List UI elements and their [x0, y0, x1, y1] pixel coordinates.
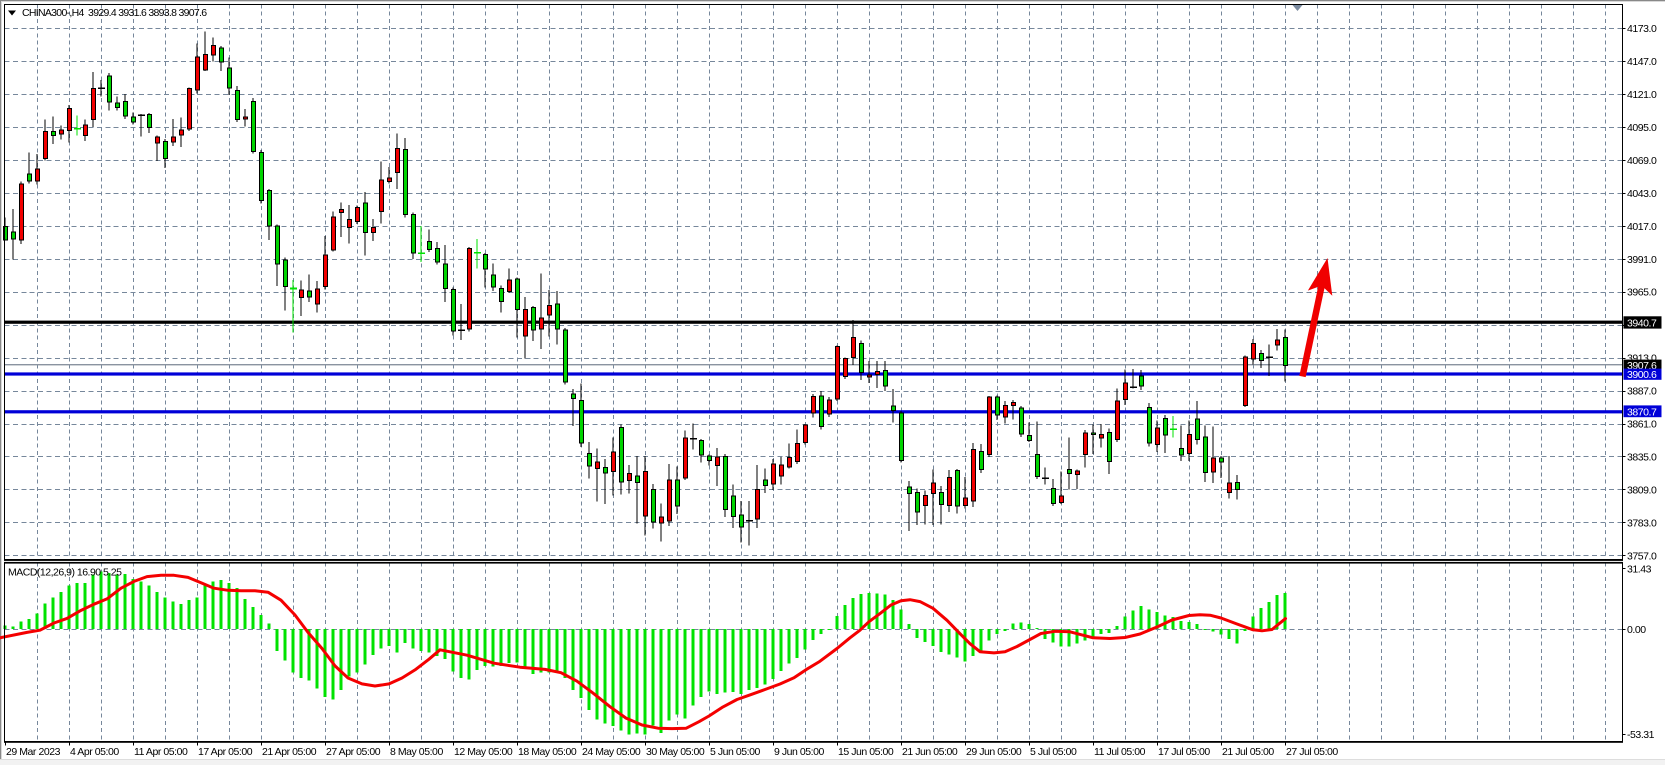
svg-text:9 Jun 05:00: 9 Jun 05:00 — [774, 746, 825, 758]
svg-text:4173.0: 4173.0 — [1627, 23, 1657, 35]
svg-text:31.43: 31.43 — [1627, 564, 1652, 576]
svg-text:30 May 05:00: 30 May 05:00 — [646, 746, 705, 758]
svg-text:27 Jul 05:00: 27 Jul 05:00 — [1286, 746, 1338, 758]
svg-text:3783.0: 3783.0 — [1627, 517, 1657, 529]
svg-text:-53.31: -53.31 — [1627, 729, 1655, 741]
svg-text:3965.0: 3965.0 — [1627, 287, 1657, 299]
svg-text:3900.6: 3900.6 — [1627, 369, 1657, 381]
svg-text:3861.0: 3861.0 — [1627, 419, 1657, 431]
svg-text:4121.0: 4121.0 — [1627, 89, 1657, 101]
svg-text:12 May 05:00: 12 May 05:00 — [454, 746, 513, 758]
svg-text:15 Jun 05:00: 15 Jun 05:00 — [838, 746, 894, 758]
svg-text:17 Apr 05:00: 17 Apr 05:00 — [198, 746, 253, 758]
svg-text:0.00: 0.00 — [1627, 624, 1646, 636]
svg-text:21 Apr 05:00: 21 Apr 05:00 — [262, 746, 317, 758]
svg-text:4 Apr 05:00: 4 Apr 05:00 — [70, 746, 119, 758]
svg-text:5 Jul 05:00: 5 Jul 05:00 — [1030, 746, 1077, 758]
svg-text:4043.0: 4043.0 — [1627, 188, 1657, 200]
svg-text:3887.0: 3887.0 — [1627, 386, 1657, 398]
svg-text:3835.0: 3835.0 — [1627, 452, 1657, 464]
svg-text:4069.0: 4069.0 — [1627, 155, 1657, 167]
svg-text:8 May 05:00: 8 May 05:00 — [390, 746, 443, 758]
svg-text:3870.7: 3870.7 — [1627, 406, 1657, 418]
svg-text:17 Jul 05:00: 17 Jul 05:00 — [1158, 746, 1210, 758]
svg-text:5 Jun 05:00: 5 Jun 05:00 — [710, 746, 761, 758]
svg-text:29 Jun 05:00: 29 Jun 05:00 — [966, 746, 1022, 758]
svg-text:11 Jul 05:00: 11 Jul 05:00 — [1094, 746, 1146, 758]
svg-text:21 Jul 05:00: 21 Jul 05:00 — [1222, 746, 1274, 758]
svg-text:18 May 05:00: 18 May 05:00 — [518, 746, 577, 758]
svg-text:3757.0: 3757.0 — [1627, 550, 1657, 562]
svg-text:27 Apr 05:00: 27 Apr 05:00 — [326, 746, 381, 758]
svg-text:24 May 05:00: 24 May 05:00 — [582, 746, 641, 758]
svg-text:3991.0: 3991.0 — [1627, 254, 1657, 266]
svg-text:4095.0: 4095.0 — [1627, 122, 1657, 134]
svg-text:CHINA300-,H4 3929.4 3931.6 38: CHINA300-,H4 3929.4 3931.6 3893.8 3907.6 — [22, 7, 207, 19]
svg-text:4017.0: 4017.0 — [1627, 221, 1657, 233]
svg-text:29 Mar 2023: 29 Mar 2023 — [6, 746, 61, 758]
svg-text:3940.7: 3940.7 — [1627, 318, 1657, 330]
svg-text:3809.0: 3809.0 — [1627, 484, 1657, 496]
svg-text:4147.0: 4147.0 — [1627, 56, 1657, 68]
svg-text:21 Jun 05:00: 21 Jun 05:00 — [902, 746, 958, 758]
svg-text:11 Apr 05:00: 11 Apr 05:00 — [134, 746, 188, 758]
svg-text:MACD(12,26,9) 16.90 5.25: MACD(12,26,9) 16.90 5.25 — [8, 567, 122, 579]
